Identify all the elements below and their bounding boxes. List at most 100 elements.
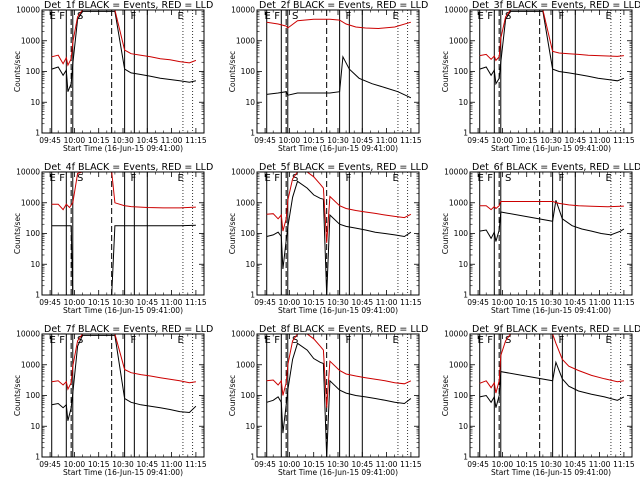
events-series-line xyxy=(51,10,197,92)
lld-series-line xyxy=(51,334,196,391)
x-tick-label: 10:15 xyxy=(303,460,325,469)
y-tick-label: 100 xyxy=(454,229,469,238)
detector-panel-1: Det_1f BLACK = Events, RED = LLD 1 10 100 10… xyxy=(13,0,213,153)
x-tick-label: 10:15 xyxy=(88,460,110,469)
x-tick-label: 11:00 xyxy=(376,136,398,145)
x-tick-label: 10:45 xyxy=(351,136,373,145)
x-axis-label: Start Time (16-Jun-15 09:41:00) xyxy=(491,306,611,315)
x-tick-label: 11:00 xyxy=(376,460,398,469)
y-tick-label: 1 xyxy=(250,129,255,138)
y-tick-label: 1000 xyxy=(21,198,40,207)
x-tick-label: 10:15 xyxy=(88,136,110,145)
panel-title: Det_3f BLACK = Events, RED = LLD xyxy=(472,0,640,11)
y-tick-label: 1000 xyxy=(449,36,468,45)
y-axis-label: Counts/sec xyxy=(441,213,450,254)
x-tick-label: 10:30 xyxy=(540,460,562,469)
segment-label: F xyxy=(274,335,280,346)
lld-series-line xyxy=(266,18,412,30)
x-tick-label: 11:15 xyxy=(613,298,635,307)
segment-label: F xyxy=(345,11,351,22)
segment-label: E xyxy=(605,335,611,346)
x-tick-label: 11:15 xyxy=(400,298,422,307)
y-axis-label: Counts/sec xyxy=(13,51,22,92)
x-tick-label: 11:15 xyxy=(613,136,635,145)
x-tick-label: 10:30 xyxy=(327,136,349,145)
segment-label: E xyxy=(605,11,611,22)
events-series-line xyxy=(479,200,625,242)
x-tick-label: 11:15 xyxy=(400,460,422,469)
segment-label: S xyxy=(505,335,511,346)
segment-label: S xyxy=(77,11,83,22)
x-axis-label: Start Time (16-Jun-15 09:41:00) xyxy=(63,144,183,153)
segment-label: S xyxy=(292,11,298,22)
segment-label: F xyxy=(59,173,65,184)
x-tick-label: 11:00 xyxy=(376,298,398,307)
segment-label: F xyxy=(345,335,351,346)
segment-label: F xyxy=(487,335,493,346)
y-tick-label: 10 xyxy=(458,422,468,431)
x-tick-label: 10:30 xyxy=(327,460,349,469)
x-axis-label: Start Time (16-Jun-15 09:41:00) xyxy=(278,306,398,315)
panel-title: Det_9f BLACK = Events, RED = LLD xyxy=(472,324,640,335)
x-tick-label: 11:15 xyxy=(185,136,207,145)
x-tick-label: 10:15 xyxy=(516,460,538,469)
panel-title: Det_4f BLACK = Events, RED = LLD xyxy=(44,162,213,173)
x-axis-label: Start Time (16-Jun-15 09:41:00) xyxy=(491,468,611,477)
x-tick-label: 09:45 xyxy=(254,460,276,469)
y-tick-label: 1000 xyxy=(449,198,468,207)
segment-label: F xyxy=(487,173,493,184)
x-tick-label: 10:30 xyxy=(112,136,134,145)
x-tick-label: 11:15 xyxy=(400,136,422,145)
x-tick-label: 09:45 xyxy=(39,298,61,307)
x-tick-label: 11:00 xyxy=(589,460,611,469)
segment-label: E xyxy=(264,11,270,22)
y-axis-label: Counts/sec xyxy=(228,375,237,416)
x-tick-label: 10:00 xyxy=(64,460,86,469)
y-tick-label: 1 xyxy=(35,129,40,138)
y-tick-label: 100 xyxy=(454,391,469,400)
y-tick-label: 100 xyxy=(26,67,41,76)
x-tick-label: 10:00 xyxy=(64,298,86,307)
y-tick-label: 10000 xyxy=(231,330,255,339)
events-series-line xyxy=(479,360,625,408)
lld-series-line xyxy=(51,10,197,67)
segment-label: F xyxy=(558,11,564,22)
x-tick-label: 09:45 xyxy=(254,298,276,307)
x-tick-label: 09:45 xyxy=(39,460,61,469)
y-tick-label: 10 xyxy=(458,98,468,107)
y-tick-label: 100 xyxy=(26,229,41,238)
x-tick-label: 10:45 xyxy=(564,298,586,307)
y-tick-label: 100 xyxy=(26,391,41,400)
x-tick-label: 09:45 xyxy=(254,136,276,145)
segment-label: E xyxy=(605,173,611,184)
x-tick-label: 10:15 xyxy=(516,298,538,307)
y-axis-label: Counts/sec xyxy=(228,213,237,254)
plot-frame xyxy=(41,171,205,296)
panel-title: Det_5f BLACK = Events, RED = LLD xyxy=(259,162,428,173)
y-tick-label: 1 xyxy=(463,453,468,462)
detector-panel-3: Det_3f BLACK = Events, RED = LLD 1 10 100 10… xyxy=(441,0,640,153)
segment-label: E xyxy=(392,173,398,184)
panel-title: Det_8f BLACK = Events, RED = LLD xyxy=(259,324,428,335)
segment-label: F xyxy=(345,173,351,184)
y-tick-label: 1 xyxy=(250,453,255,462)
detector-panel-8: Det_8f BLACK = Events, RED = LLD 1 10 100 10… xyxy=(228,324,428,477)
x-tick-label: 09:45 xyxy=(39,136,61,145)
events-series-line xyxy=(266,55,412,99)
y-tick-label: 1 xyxy=(250,291,255,300)
plot-frame xyxy=(469,333,633,458)
y-tick-label: 10000 xyxy=(16,168,40,177)
events-series-line xyxy=(266,180,412,295)
y-tick-label: 10000 xyxy=(444,168,468,177)
x-tick-label: 10:00 xyxy=(492,298,514,307)
x-tick-label: 10:00 xyxy=(279,460,301,469)
x-tick-label: 10:45 xyxy=(136,460,158,469)
segment-label: S xyxy=(292,173,298,184)
y-tick-label: 100 xyxy=(241,67,256,76)
detector-panel-2: Det_2f BLACK = Events, RED = LLD 1 10 100 10… xyxy=(228,0,428,153)
y-tick-label: 10000 xyxy=(444,6,468,15)
plot-frame xyxy=(41,9,205,134)
segment-label: E xyxy=(477,335,483,346)
segment-label: S xyxy=(505,173,511,184)
